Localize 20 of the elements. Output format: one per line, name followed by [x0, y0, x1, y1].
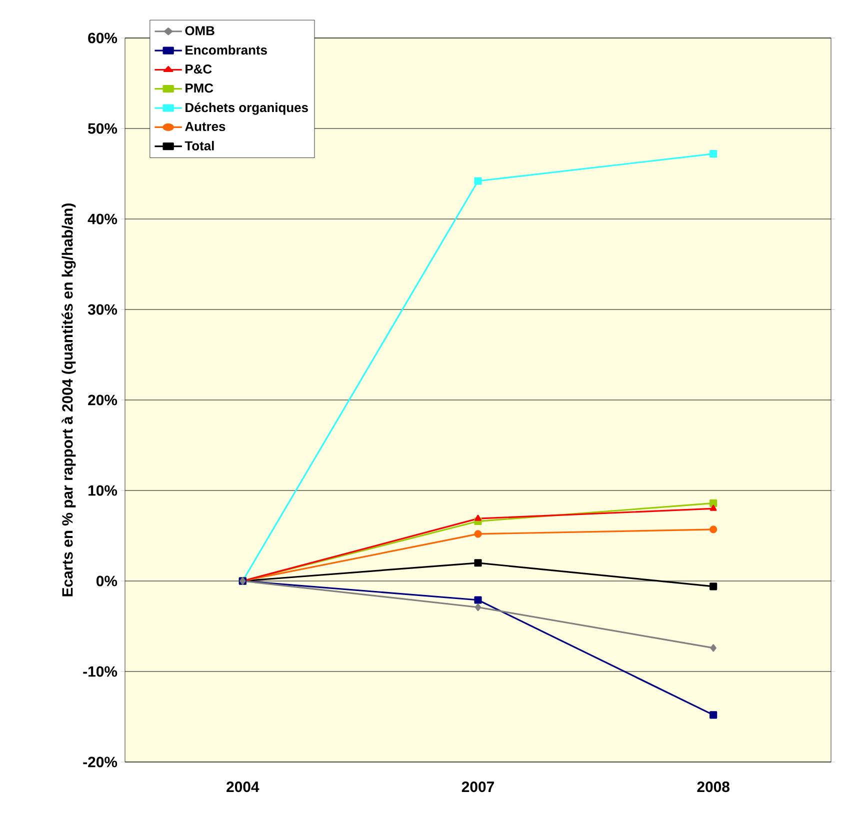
y-tick-label: 0%	[96, 576, 118, 586]
y-tick-label: 50%	[88, 123, 118, 134]
y-axis-title: Ecarts en % par rapport à 2004 (quantités en kg/hab/an)	[62, 204, 76, 596]
legend-label: Autres	[185, 122, 226, 132]
legend-label: Total	[184, 140, 214, 150]
legend-label: Encombrants	[186, 45, 267, 55]
y-tick-label: -10%	[83, 666, 118, 677]
x-tick-label: 2007	[462, 782, 494, 792]
y-tick-label: 30%	[88, 304, 118, 315]
y-tick-label: -20%	[83, 756, 118, 768]
legend-label: P&C	[186, 64, 212, 74]
legend-label: Déchets organiques	[186, 102, 308, 115]
y-tick-label: 10%	[88, 485, 118, 496]
y-tick-label: 40%	[88, 214, 118, 224]
legend-label: PMC	[186, 84, 214, 93]
x-tick-label: 2004	[226, 782, 260, 792]
y-tick-label: 20%	[88, 394, 118, 406]
legend-label: OMB	[185, 26, 214, 36]
y-tick-label: 60%	[88, 32, 118, 44]
x-tick-label: 2008	[697, 782, 730, 792]
